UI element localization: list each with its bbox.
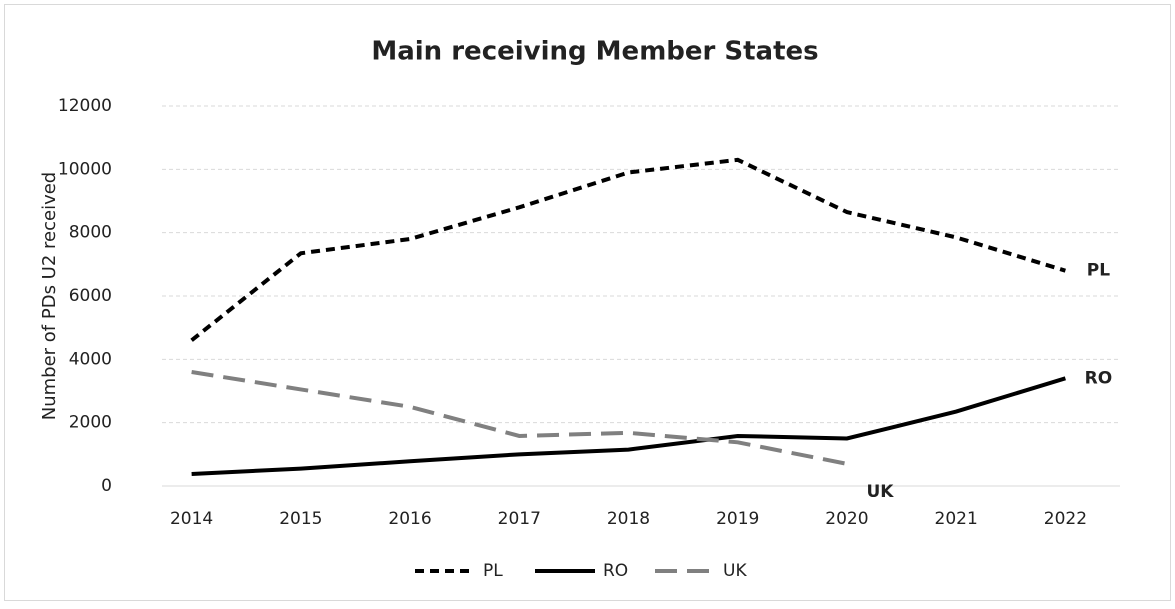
- series-line: [191, 376, 1066, 476]
- x-tick-label: 2018: [607, 509, 650, 529]
- end-label: PL: [1087, 261, 1110, 281]
- end-label: UK: [866, 482, 894, 502]
- x-tick-label: 2016: [388, 509, 431, 529]
- x-tick-label: 2022: [1044, 509, 1087, 529]
- chart-title: Main receiving Member States: [371, 37, 818, 67]
- x-tick-label: 2017: [498, 509, 541, 529]
- x-tick-label: 2019: [716, 509, 759, 529]
- chart-border: [4, 4, 1171, 601]
- y-tick-label: 6000: [69, 286, 112, 306]
- legend-label: PL: [483, 561, 503, 581]
- x-tick-label: 2021: [935, 509, 978, 529]
- legend-label: RO: [603, 561, 628, 581]
- y-tick-label: 10000: [58, 159, 112, 179]
- y-tick-label: 0: [101, 476, 112, 496]
- x-tick-label: 2020: [825, 509, 868, 529]
- x-tick-label: 2015: [279, 509, 322, 529]
- end-label: RO: [1085, 368, 1113, 388]
- y-tick-label: 12000: [58, 96, 112, 116]
- y-tick-label: 8000: [69, 223, 112, 243]
- y-tick-label: 2000: [69, 413, 112, 433]
- y-axis-label: Number of PDs U2 received: [39, 172, 60, 420]
- legend-label: UK: [723, 561, 747, 581]
- series-line: [191, 370, 848, 466]
- series-line: [190, 157, 1066, 342]
- y-tick-label: 4000: [69, 349, 112, 369]
- x-tick-label: 2014: [170, 509, 213, 529]
